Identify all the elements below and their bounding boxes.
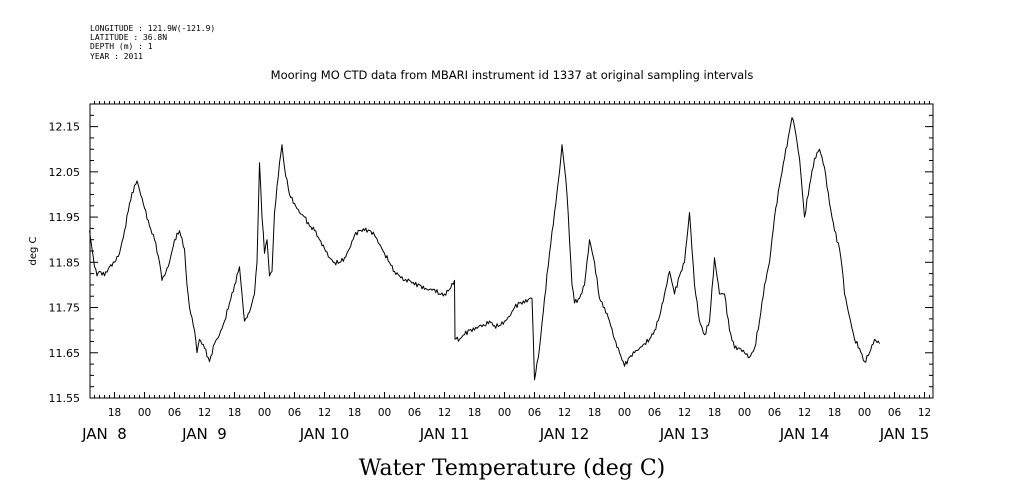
x-hour-label: 12 — [798, 407, 811, 419]
x-hour-label: 18 — [108, 407, 121, 419]
bottom-title: Water Temperature (deg C) — [359, 456, 666, 481]
plot-frame — [89, 103, 934, 399]
x-hour-label: 00 — [738, 407, 751, 419]
x-hour-label: 12 — [198, 407, 211, 419]
x-hour-label: 06 — [768, 407, 782, 419]
x-hour-label: 00 — [258, 407, 271, 419]
x-hour-label: 18 — [588, 407, 601, 419]
x-hour-label: 00 — [138, 407, 151, 419]
x-hour-label: 18 — [228, 407, 241, 419]
x-hour-label: 06 — [888, 407, 902, 419]
x-hour-label: 18 — [468, 407, 481, 419]
y-tick-label: 11.65 — [49, 347, 81, 360]
x-hour-label: 00 — [618, 407, 631, 419]
series-layer — [89, 117, 880, 381]
meta-depth: DEPTH (m) : 1 — [90, 42, 153, 51]
y-axis-label: deg C — [28, 236, 39, 265]
x-day-label: JAN 13 — [659, 425, 710, 443]
meta-longitude: LONGITUDE : 121.9W(-121.9) — [90, 24, 215, 33]
meta-year: YEAR : 2011 — [90, 52, 143, 61]
x-day-label: JAN 10 — [299, 425, 350, 443]
y-tick-label: 11.55 — [49, 392, 81, 405]
x-day-label: JAN 8 — [81, 425, 127, 443]
x-hour-label: 06 — [408, 407, 422, 419]
chart-title: Mooring MO CTD data from MBARI instrumen… — [271, 68, 754, 82]
y-tick-label: 11.85 — [49, 256, 81, 269]
x-hour-label: 00 — [378, 407, 391, 419]
x-hour-label: 00 — [858, 407, 871, 419]
meta-latitude: LATITUDE : 36.8N — [90, 33, 167, 42]
x-hour-label: 06 — [288, 407, 302, 419]
y-tick-label: 12.15 — [49, 121, 81, 134]
top-tick-marks — [94, 101, 930, 104]
y-tick-label: 11.95 — [49, 211, 81, 224]
x-day-label: JAN 11 — [419, 425, 470, 443]
x-hour-label: 06 — [168, 407, 182, 419]
x-hour-label: 06 — [528, 407, 542, 419]
x-hour-label: 18 — [348, 407, 361, 419]
y-tick-label: 12.05 — [49, 166, 81, 179]
x-day-label: JAN 15 — [879, 425, 930, 443]
x-day-label: JAN 14 — [779, 425, 830, 443]
x-hour-label: 12 — [558, 407, 571, 419]
x-axis: 18 00 06 12 18 00 06 12 18 00 06 12 18 00 06 12 18 00 06 12… — [81, 392, 931, 443]
x-hour-label: 18 — [828, 407, 841, 419]
metadata-block: LONGITUDE : 121.9W(-121.9) LATITUDE : 36… — [90, 24, 215, 61]
x-hour-label: 00 — [498, 407, 511, 419]
x-day-label: JAN 9 — [181, 425, 227, 443]
x-hour-label: 12 — [918, 407, 931, 419]
x-hour-label: 12 — [438, 407, 451, 419]
x-day-label: JAN 12 — [539, 425, 590, 443]
y-tick-label: 11.75 — [49, 302, 81, 315]
temperature-series-line — [89, 117, 880, 381]
x-hour-label: 06 — [648, 407, 662, 419]
x-hour-label: 12 — [678, 407, 691, 419]
x-hour-label: 18 — [708, 407, 721, 419]
y-axis: 11.55 11.65 11.75 11.85 11.95 12.05 12.15 — [49, 103, 933, 405]
x-hour-label: 12 — [318, 407, 331, 419]
